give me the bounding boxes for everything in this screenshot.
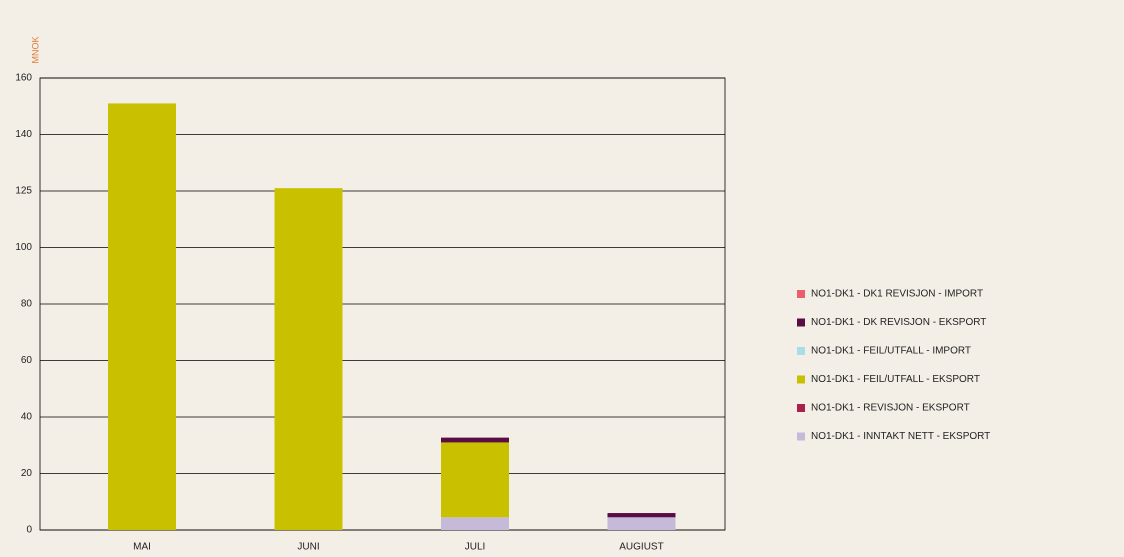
x-tick-label: JUNI — [297, 542, 319, 553]
y-tick-label: 140 — [15, 129, 32, 140]
legend-label: NO1-DK1 - DK REVISJON - EKSPORT — [811, 317, 986, 328]
bar-segment — [274, 188, 343, 531]
bar-segment — [441, 437, 509, 443]
x-tick-label: AUGIUST — [619, 542, 663, 553]
y-tick-label: 125 — [15, 186, 32, 197]
legend-label: NO1-DK1 - FEIL/UTFALL - EKSPORT — [811, 374, 980, 385]
y-tick-label: 40 — [21, 412, 33, 423]
legend-swatch — [797, 318, 805, 327]
y-tick-label: 100 — [15, 242, 32, 253]
legend-label: NO1-DK1 - FEIL/UTFALL - IMPORT — [811, 346, 971, 357]
bar-segment — [441, 517, 509, 530]
legend-swatch — [797, 375, 805, 384]
legend-label: NO1-DK1 - INNTAKT NETT - EKSPORT — [811, 431, 990, 442]
x-tick-label: MAI — [133, 542, 151, 553]
y-tick-label: 0 — [26, 525, 32, 536]
bar-segment — [108, 103, 176, 531]
bar-segment — [607, 513, 676, 518]
legend-swatch — [797, 404, 805, 412]
plot-frame — [39, 77, 726, 531]
y-axis-label: MNOK — [30, 37, 40, 64]
bar-segment — [441, 442, 509, 518]
y-tick-label: 80 — [21, 299, 33, 310]
bar-segment — [607, 517, 676, 530]
y-tick-label: 160 — [15, 73, 32, 84]
legend-label: NO1-DK1 - DK1 REVISJON - IMPORT — [811, 289, 983, 300]
legend-swatch — [797, 290, 805, 298]
legend-swatch — [797, 432, 805, 441]
legend-label: NO1-DK1 - REVISJON - EKSPORT — [811, 403, 970, 414]
y-tick-label: 20 — [21, 468, 33, 479]
y-tick-label: 60 — [21, 355, 33, 366]
legend-swatch — [797, 347, 805, 355]
x-tick-label: JULI — [465, 542, 486, 553]
